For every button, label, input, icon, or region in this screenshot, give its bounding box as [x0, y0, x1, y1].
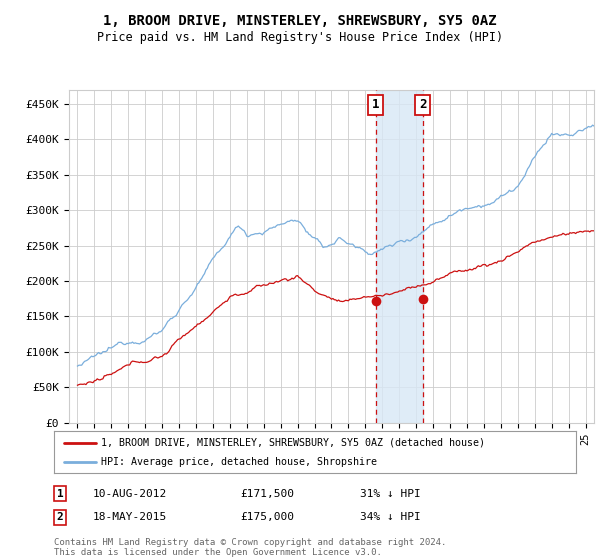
Bar: [376, 90, 422, 423]
Text: 34% ↓ HPI: 34% ↓ HPI: [360, 512, 421, 522]
Text: HPI: Average price, detached house, Shropshire: HPI: Average price, detached house, Shro…: [101, 457, 377, 467]
Text: 10-AUG-2012: 10-AUG-2012: [93, 489, 167, 499]
Text: 2: 2: [419, 98, 427, 111]
Text: 1, BROOM DRIVE, MINSTERLEY, SHREWSBURY, SY5 0AZ: 1, BROOM DRIVE, MINSTERLEY, SHREWSBURY, …: [103, 14, 497, 28]
Text: £171,500: £171,500: [240, 489, 294, 499]
Text: Price paid vs. HM Land Registry's House Price Index (HPI): Price paid vs. HM Land Registry's House …: [97, 31, 503, 44]
Text: 18-MAY-2015: 18-MAY-2015: [93, 512, 167, 522]
Text: 1: 1: [372, 98, 379, 111]
Text: 1: 1: [56, 489, 64, 499]
Text: 2: 2: [56, 512, 64, 522]
Text: £175,000: £175,000: [240, 512, 294, 522]
Text: 1, BROOM DRIVE, MINSTERLEY, SHREWSBURY, SY5 0AZ (detached house): 1, BROOM DRIVE, MINSTERLEY, SHREWSBURY, …: [101, 437, 485, 447]
Text: 31% ↓ HPI: 31% ↓ HPI: [360, 489, 421, 499]
Text: Contains HM Land Registry data © Crown copyright and database right 2024.
This d: Contains HM Land Registry data © Crown c…: [54, 538, 446, 557]
